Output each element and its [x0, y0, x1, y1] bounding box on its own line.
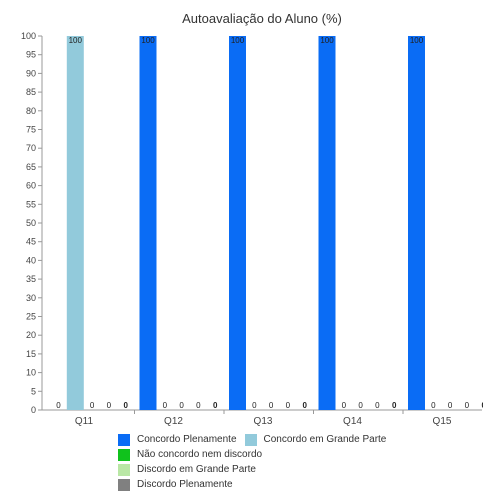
bar — [66, 36, 84, 410]
chart-title: Autoavaliação do Aluno (%) — [182, 11, 342, 26]
y-tick-label: 65 — [26, 162, 36, 172]
x-axis: Q11 Q12 Q13 Q14 Q15 — [42, 409, 482, 427]
data-label: 0 — [465, 401, 470, 410]
y-tick-label: 20 — [26, 330, 36, 340]
legend-row: Não concordo nem discordo — [118, 447, 418, 462]
legend-swatch — [118, 478, 130, 491]
data-label: 100 — [320, 36, 334, 45]
legend-item-concordo-grande-parte: Concordo em Grande Parte — [244, 433, 387, 446]
legend-label: Não concordo nem discordo — [137, 449, 263, 460]
legend: Concordo Plenamente Concordo em Grande P… — [118, 432, 418, 492]
data-label: 0 — [252, 401, 257, 410]
data-label: 0 — [269, 401, 274, 410]
data-label: 0 — [107, 401, 112, 410]
data-label: 100 — [231, 36, 245, 45]
data-label: 100 — [69, 36, 83, 45]
y-tick-label: 100 — [21, 31, 36, 41]
legend-label: Discordo em Grande Parte — [137, 464, 256, 475]
data-label: 0 — [179, 401, 184, 410]
legend-item-discordo-plenamente: Discordo Plenamente — [118, 478, 233, 491]
data-label: 0 — [392, 401, 397, 410]
legend-item-nao-concordo: Não concordo nem discordo — [118, 448, 263, 461]
legend-row: Concordo Plenamente Concordo em Grande P… — [118, 432, 418, 447]
data-labels: 0 100 0 0 0 100 0 0 0 0 100 0 0 0 0 100 0 0 0 0 100 0 0 0 0 — [56, 36, 483, 410]
y-tick-label: 50 — [26, 218, 36, 228]
x-tick-label: Q15 — [433, 416, 452, 427]
bar — [139, 36, 157, 410]
legend-swatch — [118, 463, 130, 476]
y-tick-label: 60 — [26, 181, 36, 191]
bar — [229, 36, 246, 410]
bar — [408, 36, 425, 410]
data-label: 0 — [56, 401, 61, 410]
y-tick-label: 90 — [26, 68, 36, 78]
data-label: 0 — [358, 401, 363, 410]
legend-item-concordo-plenamente: Concordo Plenamente — [118, 433, 237, 446]
y-tick-label: 10 — [26, 368, 36, 378]
bar-chart: Autoavaliação do Aluno (%) 0 5 10 15 20 25 30 3… — [21, 11, 483, 427]
x-tick-label: Q12 — [164, 416, 183, 427]
legend-label: Discordo Plenamente — [137, 479, 233, 490]
data-label: 0 — [123, 401, 128, 410]
data-label: 0 — [448, 401, 453, 410]
data-label: 100 — [410, 36, 424, 45]
data-label: 0 — [481, 401, 483, 410]
bar — [318, 36, 336, 410]
data-label: 0 — [431, 401, 436, 410]
bars — [66, 36, 425, 410]
legend-row: Discordo em Grande Parte — [118, 462, 418, 477]
x-tick-label: Q13 — [254, 416, 273, 427]
y-tick-label: 25 — [26, 312, 36, 322]
data-label: 0 — [196, 401, 201, 410]
y-axis: 0 5 10 15 20 25 30 35 40 45 50 55 60 65 70 75 80 85 90 95 10… — [21, 31, 43, 415]
data-label: 0 — [302, 401, 307, 410]
y-tick-label: 80 — [26, 106, 36, 116]
legend-swatch — [244, 433, 257, 446]
y-tick-label: 85 — [26, 87, 36, 97]
y-tick-label: 40 — [26, 255, 36, 265]
y-tick-label: 95 — [26, 50, 36, 60]
data-label: 0 — [286, 401, 291, 410]
legend-label: Concordo Plenamente — [137, 434, 237, 445]
y-tick-label: 35 — [26, 274, 36, 284]
legend-label: Concordo em Grande Parte — [263, 434, 387, 445]
y-tick-label: 5 — [31, 386, 36, 396]
data-label: 100 — [141, 36, 155, 45]
legend-swatch — [118, 433, 130, 446]
y-tick-label: 55 — [26, 199, 36, 209]
data-label: 0 — [375, 401, 380, 410]
legend-row: Discordo Plenamente — [118, 477, 418, 492]
y-tick-label: 0 — [31, 405, 36, 415]
y-tick-label: 30 — [26, 293, 36, 303]
data-label: 0 — [342, 401, 347, 410]
y-tick-label: 70 — [26, 143, 36, 153]
y-tick-label: 75 — [26, 125, 36, 135]
x-tick-label: Q14 — [343, 416, 362, 427]
data-label: 0 — [90, 401, 95, 410]
data-label: 0 — [163, 401, 168, 410]
legend-item-discordo-grande-parte: Discordo em Grande Parte — [118, 463, 256, 476]
data-label: 0 — [213, 401, 218, 410]
y-tick-label: 45 — [26, 237, 36, 247]
x-tick-label: Q11 — [75, 416, 94, 427]
legend-swatch — [118, 448, 130, 461]
y-tick-label: 15 — [26, 349, 36, 359]
